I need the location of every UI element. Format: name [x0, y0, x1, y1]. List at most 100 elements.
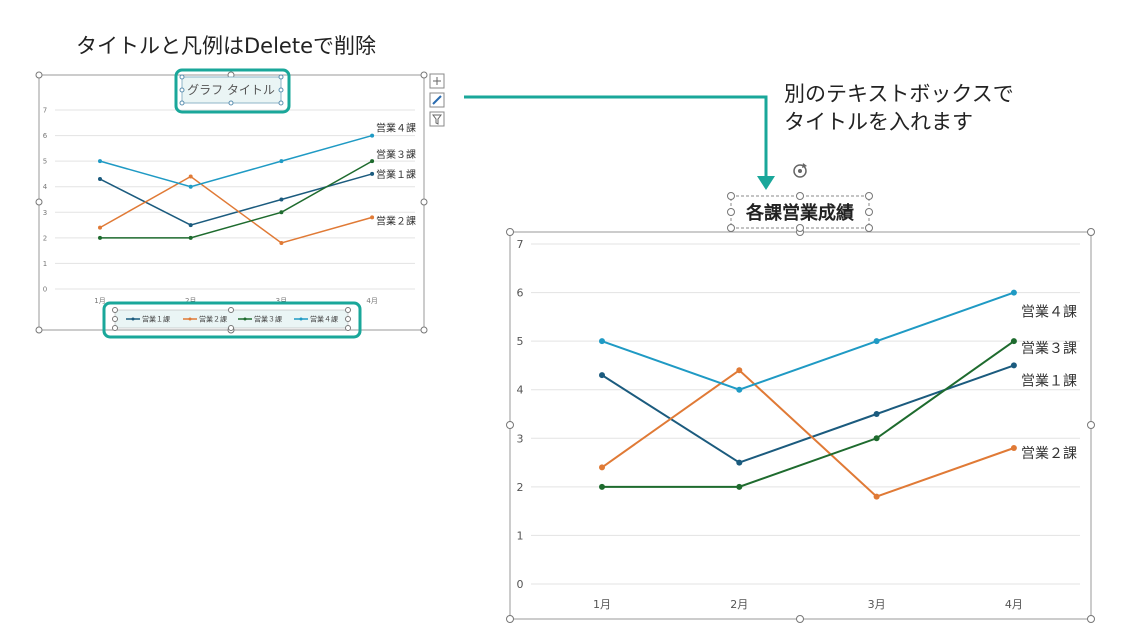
small-chart-title[interactable]: グラフ タイトル: [174, 68, 291, 114]
arrow-head-icon: [757, 176, 775, 190]
data-point: [1010, 445, 1017, 451]
small-chart-y-axis: 0 1 2 3 4 5 6 7: [43, 107, 48, 294]
resize-handle[interactable]: [420, 198, 428, 206]
chart-styles-button[interactable]: [429, 92, 445, 108]
legend-marker: [299, 317, 303, 321]
y-tick-label: 6: [517, 287, 524, 300]
y-tick-label: 4: [517, 384, 524, 397]
series-end-label: 営業４課: [1021, 305, 1077, 321]
resize-handle[interactable]: [796, 224, 804, 232]
legend-resize-handles[interactable]: [112, 307, 351, 331]
resize-handle[interactable]: [1087, 421, 1095, 429]
small-chart-legend[interactable]: 営業１課 営業２課 営業３課 営業４課: [102, 301, 362, 339]
legend-entry: 営業２課: [199, 315, 227, 324]
resize-handle[interactable]: [112, 316, 118, 322]
series-line: [100, 160, 373, 239]
data-point: [1010, 362, 1017, 369]
small-chart-resize-handles[interactable]: [35, 71, 428, 334]
resize-handle[interactable]: [420, 326, 428, 334]
data-point: [188, 174, 193, 179]
resize-handle[interactable]: [865, 208, 873, 216]
resize-handle[interactable]: [506, 228, 514, 236]
resize-handle[interactable]: [727, 224, 735, 232]
arrow-connector: [464, 95, 768, 188]
x-tick-label: 2月: [185, 297, 196, 305]
resize-handle[interactable]: [345, 325, 351, 331]
resize-handle[interactable]: [865, 224, 873, 232]
resize-handle[interactable]: [727, 192, 735, 200]
y-tick-label: 7: [517, 238, 524, 251]
data-point: [599, 464, 605, 471]
data-point: [370, 133, 375, 138]
data-point: [873, 411, 880, 417]
big-chart-x-axis: 1月 2月 3月 4月: [593, 598, 1023, 611]
legend-marker: [131, 317, 135, 321]
y-tick-label: 1: [517, 529, 524, 542]
title-textbox-frame[interactable]: [730, 195, 870, 229]
resize-handle[interactable]: [228, 325, 234, 331]
series-line: [602, 340, 1015, 488]
resize-handle[interactable]: [112, 325, 118, 331]
textbox-resize-handles[interactable]: [727, 192, 873, 232]
chart-elements-button[interactable]: [429, 73, 445, 89]
small-chart-x-axis: 1月 2月 3月 4月: [94, 297, 378, 305]
resize-handle[interactable]: [506, 421, 514, 429]
data-point: [873, 338, 880, 345]
x-tick-label: 1月: [94, 297, 105, 305]
resize-handle[interactable]: [345, 316, 351, 322]
resize-handle[interactable]: [179, 87, 185, 93]
resize-handle[interactable]: [278, 87, 284, 93]
resize-handle[interactable]: [278, 100, 284, 106]
legend-entry: 営業３課: [254, 315, 282, 324]
resize-handle[interactable]: [278, 74, 284, 80]
resize-handle[interactable]: [228, 100, 234, 106]
x-tick-label: 4月: [1005, 598, 1023, 611]
resize-handle[interactable]: [179, 74, 185, 80]
series-end-label: 営業３課: [1021, 341, 1077, 357]
resize-handle[interactable]: [228, 307, 234, 313]
data-point: [188, 184, 193, 189]
data-point: [736, 367, 743, 374]
resize-handle[interactable]: [179, 100, 185, 106]
title-highlight: [174, 68, 291, 114]
resize-handle[interactable]: [345, 307, 351, 313]
chart-filters-button[interactable]: [429, 111, 445, 127]
series-line: [99, 175, 373, 244]
data-point: [1010, 289, 1017, 296]
title-textbox[interactable]: 各課営業成績: [727, 163, 873, 232]
title-resize-handles[interactable]: [179, 74, 284, 106]
series-line: [99, 134, 373, 188]
y-tick-label: 3: [43, 209, 47, 217]
y-tick-label: 3: [517, 432, 524, 445]
legend-entries: 営業１課 営業２課 営業３課 営業４課: [126, 315, 338, 324]
data-point: [279, 210, 284, 215]
title-textbox-text[interactable]: 各課営業成績: [745, 202, 854, 224]
legend-highlight: [102, 301, 362, 339]
resize-handle[interactable]: [35, 71, 43, 79]
resize-handle[interactable]: [1087, 228, 1095, 236]
resize-handle[interactable]: [35, 198, 43, 206]
data-point: [279, 197, 284, 202]
small-chart-title-text[interactable]: グラフ タイトル: [187, 83, 275, 97]
series-end-label: 営業１課: [376, 168, 416, 181]
data-point: [370, 159, 375, 164]
resize-handle[interactable]: [506, 615, 514, 623]
resize-handle[interactable]: [112, 307, 118, 313]
data-point: [188, 235, 193, 240]
resize-handle[interactable]: [796, 615, 804, 623]
caption-separate-textbox: 別のテキストボックスで タイトルを入れます: [784, 82, 1014, 134]
series-line: [601, 291, 1015, 391]
resize-handle[interactable]: [796, 192, 804, 200]
resize-handle[interactable]: [1087, 615, 1095, 623]
y-tick-label: 5: [43, 158, 47, 166]
resize-handle[interactable]: [865, 192, 873, 200]
resize-handle[interactable]: [727, 208, 735, 216]
data-point: [599, 338, 605, 345]
resize-handle[interactable]: [420, 71, 428, 79]
rotate-handle-icon[interactable]: [793, 163, 807, 178]
resize-handle[interactable]: [35, 326, 43, 334]
